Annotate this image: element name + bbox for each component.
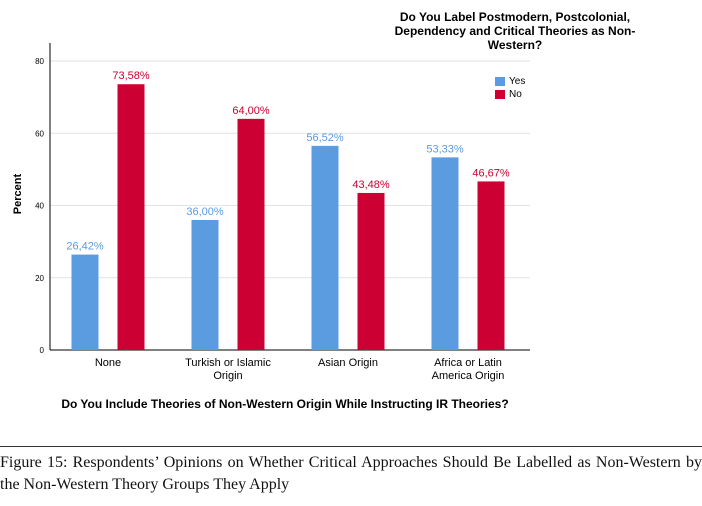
x-tick-label: Asian Origin <box>318 357 378 369</box>
bar-yes-1 <box>191 219 219 350</box>
legend-title: Do You Label Postmodern, Postcolonial, D… <box>394 10 636 52</box>
y-axis-label: Percent <box>12 173 24 215</box>
bar-no-0 <box>117 84 145 351</box>
bar-chart: 26,42% 73,58% 36,00% 64,00% 56,52% 43,48% 53,3… <box>35 43 530 382</box>
data-label-no-0: 73,58% <box>112 70 150 82</box>
x-tick-label: None <box>95 357 121 369</box>
data-label-no-3: 46,67% <box>472 167 510 179</box>
x-tick-label-line: Africa or Latin <box>434 357 502 369</box>
legend-swatch-no <box>495 90 505 99</box>
y-tick-label: 0 <box>40 346 45 355</box>
x-tick-label-line: Turkish or Islamic <box>185 357 271 369</box>
x-tick-label-line: America Origin <box>432 370 505 382</box>
legend-item-yes: Yes <box>495 75 525 88</box>
legend-label-yes: Yes <box>509 76 526 87</box>
x-axis-label: Do You Include Theories of Non-Western O… <box>61 397 509 411</box>
y-tick-label: 40 <box>35 202 44 211</box>
caption-divider <box>0 446 702 447</box>
x-tick-label-line: None <box>95 357 121 369</box>
legend-swatch-yes <box>495 77 505 86</box>
x-tick-label-line: Asian Origin <box>318 357 378 369</box>
y-tick-label: 60 <box>35 129 44 138</box>
bar-yes-2 <box>311 145 339 350</box>
bars <box>71 84 505 351</box>
data-labels: 26,42% 73,58% 36,00% 64,00% 56,52% 43,48% 53,3… <box>66 70 510 252</box>
bar-yes-0 <box>71 254 99 350</box>
bar-no-3 <box>477 181 505 350</box>
bar-no-1 <box>237 118 265 350</box>
y-tick-label: 80 <box>35 57 44 66</box>
tick-labels: 0 20 40 60 80 None Turkish or Islamic Origin Asi… <box>35 57 504 382</box>
legend-item-no: No <box>495 88 525 101</box>
y-tick-label: 20 <box>35 274 44 283</box>
legend-label-no: No <box>509 89 522 100</box>
x-tick-label: Turkish or Islamic Origin <box>185 357 271 382</box>
bar-no-2 <box>357 192 385 350</box>
data-label-yes-2: 56,52% <box>306 132 344 144</box>
legend: Yes No <box>495 75 525 101</box>
x-tick-label: Africa or Latin America Origin <box>432 357 505 382</box>
data-label-yes-3: 53,33% <box>426 143 464 155</box>
bar-yes-3 <box>431 157 459 350</box>
data-label-no-1: 64,00% <box>232 105 270 117</box>
data-label-no-2: 43,48% <box>352 179 390 191</box>
x-tick-label-line: Origin <box>213 370 242 382</box>
data-label-yes-0: 26,42% <box>66 241 104 253</box>
figure-caption: Figure 15: Respondents’ Opinions on Whet… <box>0 454 702 493</box>
data-label-yes-1: 36,00% <box>186 206 224 218</box>
